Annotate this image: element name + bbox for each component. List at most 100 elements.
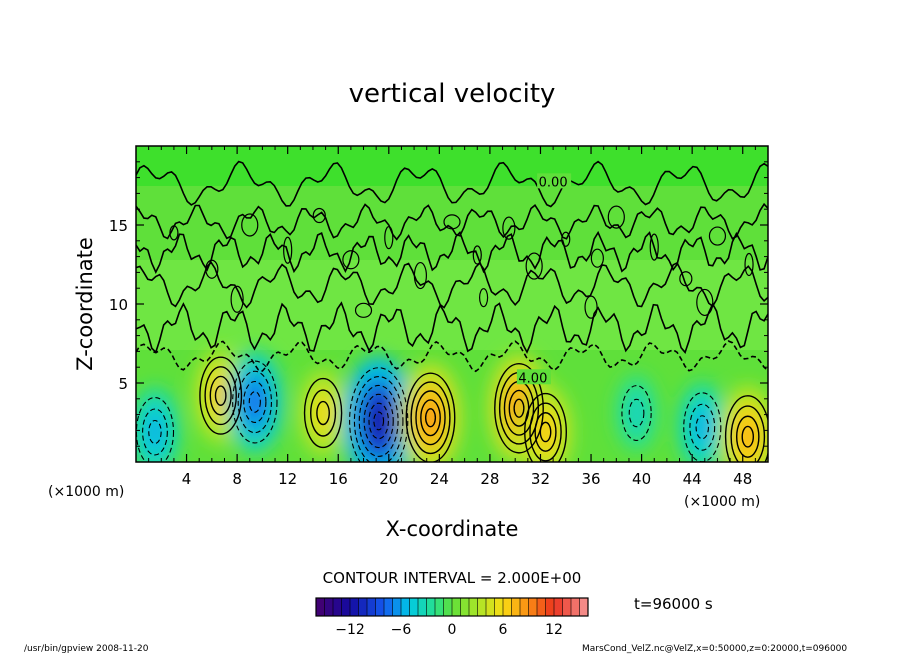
contour-ring	[405, 372, 456, 462]
velocity-cell-core	[422, 401, 439, 434]
contour-ring	[689, 403, 716, 451]
zero-contour	[136, 340, 768, 373]
velocity-cell-core	[369, 402, 388, 440]
contour-ring	[214, 385, 227, 406]
upper-band	[136, 146, 768, 186]
colorbar-swatch	[435, 598, 444, 616]
chart-title: vertical velocity	[349, 79, 556, 109]
contour-ring	[363, 393, 394, 449]
contour-ring	[354, 302, 373, 318]
x-tick-label: 48	[733, 470, 752, 488]
contour-ring	[494, 362, 544, 454]
colorbar-swatch	[350, 598, 359, 616]
y-axis: 5 10 15	[109, 161, 768, 447]
x-tick-label: 28	[480, 470, 499, 488]
plot-area: 0.00 4.00	[136, 146, 768, 462]
contour-ring	[590, 248, 604, 268]
contour-ring	[237, 370, 272, 434]
contour-lines	[136, 160, 768, 462]
contour-ring	[349, 367, 409, 462]
contour-ring	[353, 376, 404, 462]
colorbar-frame	[315, 597, 589, 617]
contour-ring	[524, 392, 567, 462]
contour-ring	[148, 419, 162, 445]
x-tick-label: 40	[632, 470, 651, 488]
zero-contour	[136, 202, 768, 241]
contour-ring	[358, 384, 399, 457]
contour-ring	[741, 425, 755, 448]
contour-ring	[479, 288, 489, 308]
footer-left: /usr/bin/gpview 2008-11-20	[24, 644, 149, 654]
velocity-cell-core	[631, 401, 642, 425]
contour-ring	[513, 398, 525, 418]
colorbar-swatch	[358, 598, 368, 616]
contour-ring	[735, 415, 760, 458]
contour-ring	[420, 399, 441, 437]
contour-ring	[205, 259, 219, 279]
contour-ring	[730, 405, 766, 462]
footer-right: MarsCond_VelZ.nc@VelZ,x=0:50000,z=0:2000…	[582, 644, 847, 654]
velocity-cell-core	[696, 414, 709, 441]
zero-contour	[136, 160, 768, 208]
contour-ring	[695, 415, 710, 440]
colorbar-swatch	[477, 598, 487, 616]
time-label: t=96000 s	[634, 595, 713, 613]
y-tick-label: 15	[109, 217, 128, 235]
colorbar-swatch	[571, 598, 580, 616]
colorbar-tick-label: −12	[335, 622, 365, 638]
colorbar-swatch	[469, 598, 478, 616]
contour-ring	[373, 411, 385, 431]
contour-ring	[204, 366, 237, 426]
contour-label: 4.00	[518, 371, 547, 386]
x-unit-right: (×1000 m)	[684, 494, 760, 510]
y-tick-label: 5	[118, 375, 128, 393]
contour-ring	[696, 288, 714, 317]
colorbar-swatch	[537, 598, 546, 616]
contour-ring	[534, 412, 557, 452]
colorbar-tick-label: 0	[448, 622, 457, 638]
colorbar-swatch	[409, 598, 419, 616]
x-unit-left: (×1000 m)	[48, 484, 124, 500]
x-tick-label: 32	[531, 470, 550, 488]
contour-ring	[415, 390, 446, 446]
contour-ring	[312, 207, 326, 224]
mid-band	[136, 260, 768, 350]
colorbar: −12 −6 0 6 12	[315, 597, 589, 638]
colorbar-swatch	[460, 598, 470, 616]
contour-ring	[342, 250, 360, 270]
colorbar-tick-label: −6	[391, 622, 412, 638]
contour-ring	[410, 381, 451, 455]
x-axis: 4 8 12 16 20 24 28 32 36 40 44 48	[148, 146, 756, 488]
contour-ring	[209, 375, 232, 416]
colorbar-swatch	[375, 598, 385, 616]
contour-ring	[744, 252, 754, 277]
contour-ring	[241, 213, 259, 237]
colorbar-swatch	[341, 598, 351, 616]
colorbar-tick-label: 12	[545, 622, 563, 638]
colorbar-swatch	[392, 598, 402, 616]
zero-contour	[136, 301, 768, 354]
contour-ring	[724, 395, 768, 462]
x-tick-label: 4	[182, 470, 192, 488]
colorbar-tick-label: 6	[499, 622, 508, 638]
contour-ring	[283, 236, 293, 264]
contour-ring	[443, 214, 461, 230]
x-tick-label: 36	[581, 470, 600, 488]
contour-ring	[232, 360, 278, 444]
y-axis-label: Z-coordinate	[73, 237, 97, 371]
contour-ring	[679, 271, 693, 287]
contour-interval-label: CONTOUR INTERVAL = 2.000E+00	[323, 569, 582, 587]
colorbar-swatch	[562, 598, 572, 616]
contour-ring	[384, 226, 394, 250]
contour-label: 0.00	[539, 175, 568, 190]
contour-ring	[539, 421, 552, 443]
contour-ring	[368, 402, 389, 440]
contour-ring	[525, 252, 543, 280]
contour-ring	[561, 231, 571, 247]
velocity-cell-core	[316, 399, 330, 427]
x-tick-label: 20	[379, 470, 398, 488]
velocity-cell-core	[148, 418, 162, 446]
colorbar-swatch	[418, 598, 427, 616]
colorbar-swatch	[494, 598, 504, 616]
contour-ring	[529, 402, 562, 462]
